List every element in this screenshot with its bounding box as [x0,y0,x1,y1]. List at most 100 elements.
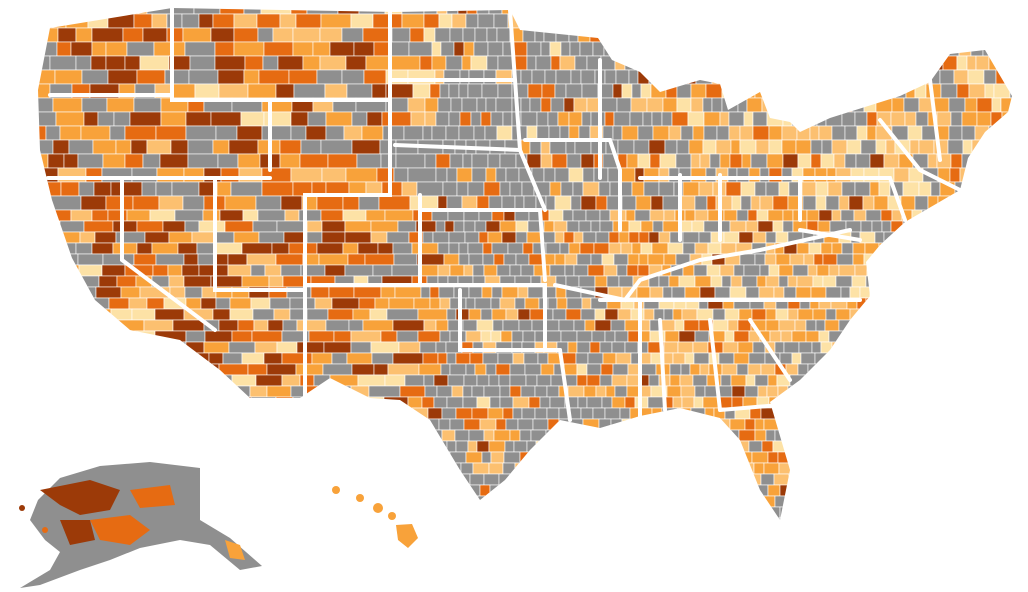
county-cell [961,125,976,141]
county-cell [49,55,77,71]
county-cell [633,429,646,442]
county-cell [896,517,908,520]
county-cell [310,286,330,299]
county-cell [560,41,571,57]
county-cell [528,396,541,409]
county-cell [271,242,290,255]
county-cell [253,319,269,332]
county-cell [720,374,732,387]
county-cell [871,308,883,321]
county-cell [640,451,657,464]
county-cell [424,111,437,127]
county-cell [1011,97,1012,113]
county-cell [911,462,924,475]
county-cell [999,319,1011,332]
county-cell [174,396,192,409]
county-cell [767,484,781,497]
county-cell [210,451,242,464]
county-cell [752,111,768,127]
county-cell [579,41,594,57]
county-cell [856,352,870,365]
county-cell [392,319,425,332]
county-cell [215,125,238,141]
county-cell [650,83,667,99]
county-cell [38,462,45,475]
county-cell [517,286,529,299]
county-cell [894,407,911,420]
county-cell [719,153,731,169]
county-cell [860,220,873,233]
county-cell [306,220,323,233]
county-cell [763,55,779,71]
hawaii-big-island [396,524,418,548]
county-cell [309,407,326,420]
county-cell [572,209,587,222]
county-cell [424,385,438,398]
county-cell [951,275,969,288]
county-cell [214,374,233,387]
county-cell [986,8,998,15]
county-cell [290,111,309,127]
county-cell [746,495,764,508]
county-cell [240,451,270,464]
county-cell [132,330,156,343]
county-cell [551,13,562,29]
county-cell [342,195,360,211]
county-cell [617,451,628,464]
county-cell [38,352,47,365]
county-cell [872,8,884,15]
county-cell [774,341,785,354]
county-cell [342,242,359,255]
county-cell [921,209,932,222]
state-border [798,228,862,242]
county-cell [713,418,731,431]
county-cell [435,220,446,233]
county-cell [1019,126,1028,140]
county-cell [499,385,511,398]
county-cell [461,195,478,211]
county-cell [296,319,327,332]
county-cell [520,97,531,113]
county-cell [124,153,144,169]
county-cell [812,308,827,321]
county-cell [721,97,739,113]
county-cell [911,209,923,222]
county-cell [552,308,567,321]
county-cell [824,97,839,113]
county-cell [600,55,616,71]
hawaii-island [356,494,364,502]
county-cell [443,473,457,486]
county-cell [730,83,746,99]
county-cell [651,41,669,57]
county-cell [777,69,788,85]
county-cell [344,231,372,244]
county-cell [227,385,251,398]
county-cell [1002,429,1012,442]
county-cell [532,418,549,431]
county-cell [841,111,856,127]
county-cell [730,139,741,155]
county-cell [683,440,694,453]
county-cell [517,308,531,321]
county-cell [624,319,641,332]
county-cell [581,111,592,127]
county-cell [237,319,255,332]
county-cell [470,55,488,71]
county-cell [618,506,629,519]
county-cell [609,181,620,197]
county-cell [215,473,243,486]
county-cell [690,13,707,29]
county-cell [493,13,509,29]
county-cell [590,220,601,233]
county-cell [691,462,705,475]
county-cell [260,8,292,15]
county-cell [56,41,72,57]
county-cell [155,181,173,197]
county-cell [835,308,851,321]
county-cell [872,363,887,376]
county-cell [146,407,174,420]
county-cell [604,330,616,343]
county-cell [488,529,498,540]
county-cell [540,97,552,113]
county-cell [1013,430,1024,441]
